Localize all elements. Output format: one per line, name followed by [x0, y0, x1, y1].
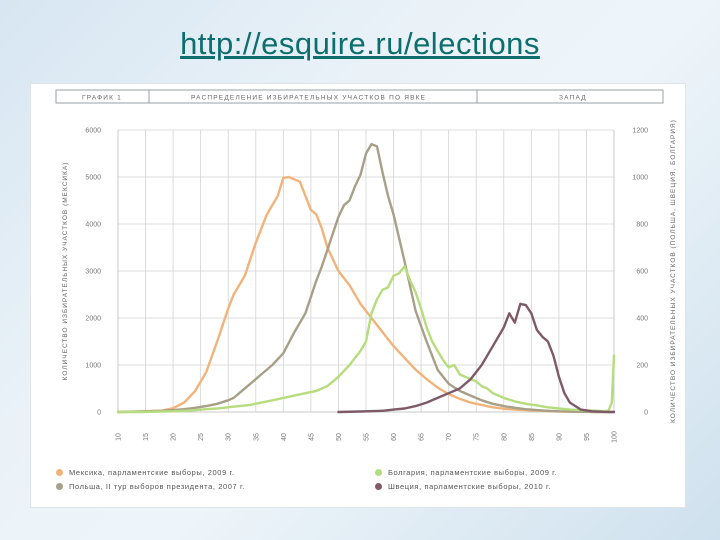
- y-tick-label-right: 800: [636, 222, 648, 229]
- y-tick-label-right: 400: [636, 316, 648, 323]
- series-line: [116, 142, 616, 414]
- x-tick-label: 75: [474, 433, 481, 441]
- y-tick-label-left: 3000: [85, 269, 101, 276]
- series-line: [116, 175, 616, 414]
- y-axis-label-left: КОЛИЧЕСТВО ИЗБИРАТЕЛЬНЫХ УЧАСТКОВ (МЕКСИ…: [62, 162, 69, 381]
- x-tick-label: 25: [198, 433, 205, 441]
- y-tick-label-right: 600: [636, 269, 648, 276]
- series-line: [337, 302, 616, 414]
- region-label: ЗАПАД: [559, 95, 587, 102]
- x-tick-label: 80: [501, 433, 508, 441]
- chart-canvas: ГРАФИК 1 РАСПРЕДЕЛЕНИЕ ИЗБИРАТЕЛЬНЫХ УЧА…: [55, 89, 677, 443]
- chart-header: ГРАФИК 1 РАСПРЕДЕЛЕНИЕ ИЗБИРАТЕЛЬНЫХ УЧА…: [55, 89, 664, 104]
- y-tick-label-right: 1000: [632, 175, 648, 182]
- axes: 0 0 1000 200 2000 400 3000 600 4000 800 5000 1000 60…: [85, 128, 648, 443]
- y-tick-label-left: 0: [97, 410, 101, 417]
- figure-label: ГРАФИК 1: [82, 95, 122, 102]
- y-tick-label-right: 200: [636, 363, 648, 370]
- y-tick-label-left: 4000: [85, 222, 101, 229]
- x-tick-label: 65: [419, 433, 426, 441]
- y-tick-label-left: 5000: [85, 175, 101, 182]
- y-tick-label-right: 0: [644, 410, 648, 417]
- x-tick-label: 55: [364, 433, 371, 441]
- x-tick-label: 10: [116, 433, 123, 441]
- x-tick-label: 15: [143, 433, 150, 441]
- grid: [117, 129, 615, 413]
- y-tick-label-left: 2000: [85, 316, 101, 323]
- chart-title: РАСПРЕДЕЛЕНИЕ ИЗБИРАТЕЛЬНЫХ УЧАСТКОВ ПО …: [191, 95, 426, 102]
- x-tick-label: 90: [556, 433, 563, 441]
- x-tick-label: 35: [253, 433, 260, 441]
- y-tick-label-left: 1000: [85, 363, 101, 370]
- y-tick-label-left: 6000: [85, 128, 101, 135]
- x-tick-label: 60: [391, 433, 398, 441]
- x-tick-label: 30: [226, 433, 233, 441]
- chart-panel: ГРАФИК 1 РАСПРЕДЕЛЕНИЕ ИЗБИРАТЕЛЬНЫХ УЧА…: [31, 84, 685, 507]
- x-tick-label: 45: [308, 433, 315, 441]
- x-tick-label: 50: [336, 433, 343, 441]
- y-tick-label-right: 1200: [632, 128, 648, 135]
- x-tick-label: 40: [281, 433, 288, 441]
- x-tick-label: 20: [171, 433, 178, 441]
- series-lines: [116, 142, 616, 414]
- x-tick-label: 70: [446, 433, 453, 441]
- series-line: [116, 265, 616, 414]
- x-tick-label: 100: [612, 431, 619, 443]
- y-axis-label-right: КОЛИЧЕСТВО ИЗБИРАТЕЛЬНЫХ УЧАСТКОВ (ПОЛЬШ…: [670, 119, 677, 423]
- x-tick-label: 95: [584, 433, 591, 441]
- slide-link[interactable]: http://esquire.ru/elections: [180, 26, 540, 61]
- x-tick-label: 85: [529, 433, 536, 441]
